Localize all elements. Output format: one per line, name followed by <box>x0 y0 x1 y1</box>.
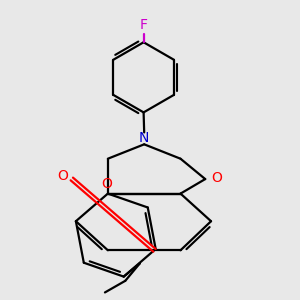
Text: O: O <box>211 171 222 185</box>
Text: N: N <box>139 131 149 146</box>
Text: F: F <box>140 18 148 32</box>
Text: O: O <box>101 177 112 191</box>
Text: O: O <box>57 169 68 183</box>
